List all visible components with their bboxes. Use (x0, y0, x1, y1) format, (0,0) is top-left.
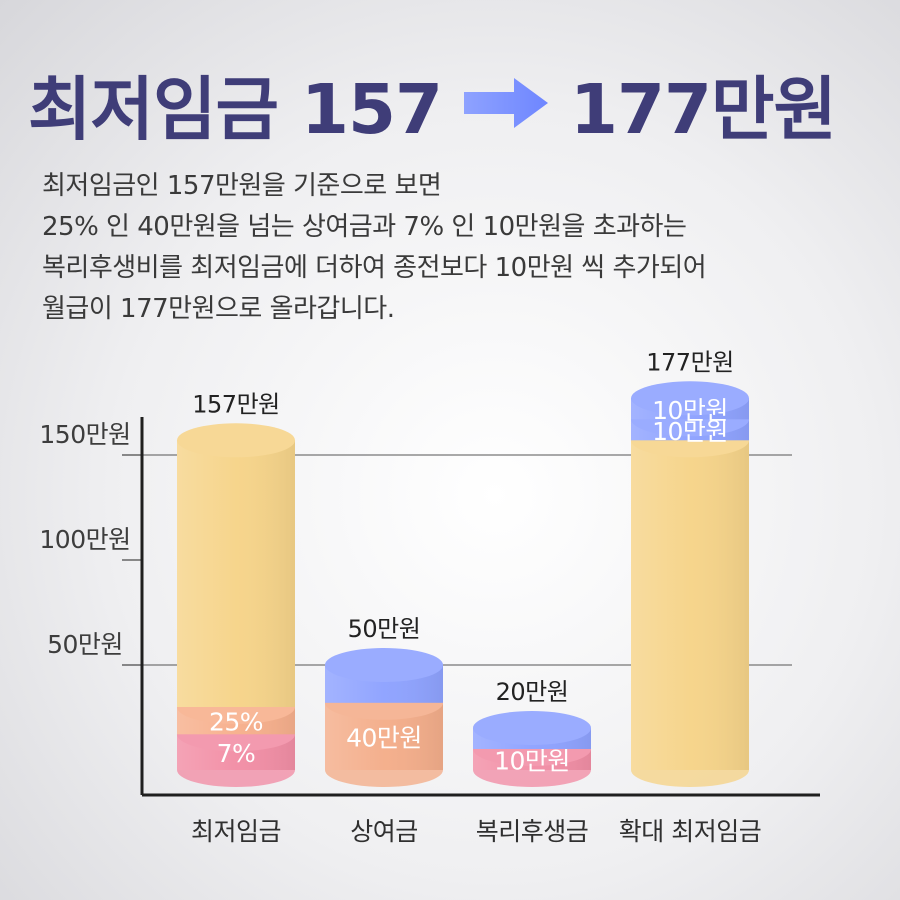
headline: 최저임금 157 177만원 (28, 58, 872, 150)
grid-layer: 50만원 100만원 150만원 (39, 417, 820, 797)
category-label-2: 상여금 (350, 817, 418, 846)
bar-cap-1-3 (177, 423, 295, 458)
bar-segment-shine-4-1 (631, 440, 749, 770)
headline-left: 최저임금 157 (28, 70, 443, 150)
bar-total-label-4: 177만원 (646, 348, 733, 376)
segment-label-2-1: 40만원 (346, 723, 422, 752)
description-block: 최저임금인 157만원을 기준으로 보면 25% 인 40만원을 넘는 상여금과… (42, 166, 862, 330)
segment-label-1-1: 7% (217, 739, 256, 768)
bar-segment-shine-1-3 (177, 440, 295, 707)
y-tick-label-100: 100만원 (39, 525, 130, 554)
category-label-1: 최저임금 (191, 817, 281, 846)
description-line-2: 25% 인 40만원을 넘는 상여금과 7% 인 10만원을 초과하는 (42, 212, 687, 242)
bar-cap-3-2 (473, 711, 591, 745)
bar-total-label-2: 50만원 (348, 615, 421, 643)
segment-label-3-1: 10만원 (494, 747, 570, 776)
y-tick-label-150: 150만원 (39, 420, 130, 449)
description-line-1: 최저임금인 157만원을 기준으로 보면 (42, 171, 442, 201)
description-line-4: 월급이 177만원으로 올라갑니다. (42, 294, 395, 324)
bar-total-label-3: 20만원 (496, 678, 569, 706)
segment-label-4-2: 10만원 (652, 417, 728, 446)
bar-total-label-1: 157만원 (192, 390, 279, 418)
bar-cap-2-2 (325, 648, 443, 682)
category-label-4: 확대 최저임금 (619, 817, 761, 846)
segment-label-4-3: 10만원 (652, 396, 728, 425)
segment-label-1-2: 25% (209, 708, 263, 737)
y-tick-label-50: 50만원 (47, 630, 123, 659)
arrow-right-icon (463, 78, 548, 128)
category-label-3: 복리후생금 (476, 817, 589, 846)
headline-right: 177만원 (569, 70, 837, 150)
bar-cap-4-3 (631, 381, 749, 416)
description-line-3: 복리후생비를 최저임금에 더하여 종전보다 10만원 씩 추가되어 (42, 253, 707, 283)
